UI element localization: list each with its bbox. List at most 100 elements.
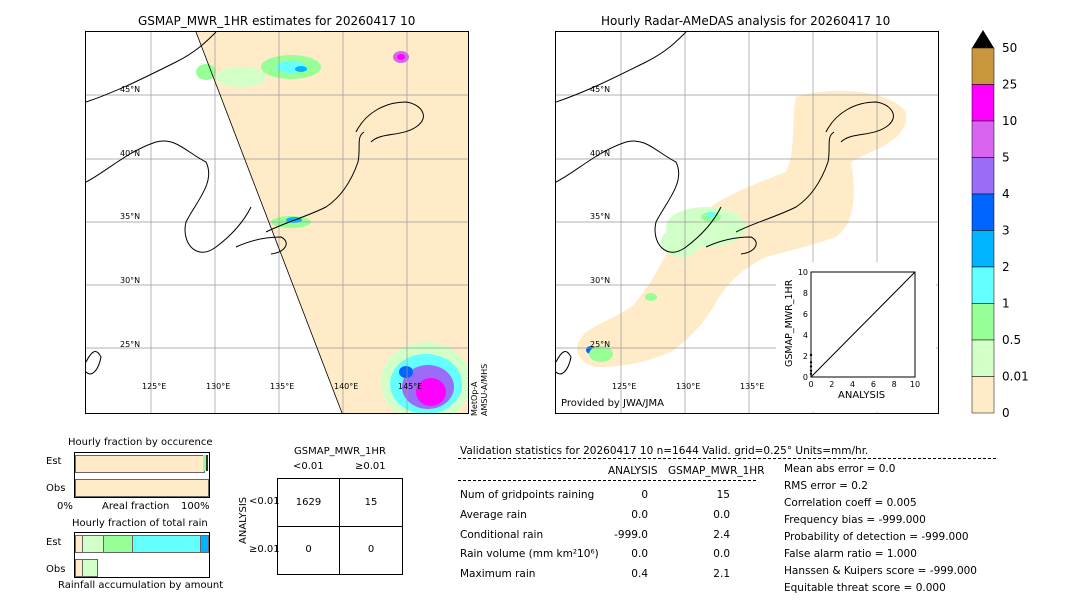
occurrence-est-label: Est <box>46 456 62 467</box>
colorbar-tick-label: 25 <box>1002 78 1017 92</box>
validation-row-analysis: 0.0 <box>631 548 648 560</box>
contingency-cell-3: 0 <box>305 544 312 555</box>
scatter-ytick: 2 <box>803 352 808 361</box>
scatter-xtick: 2 <box>829 380 834 389</box>
scatter-inset: 0 0 2 2 4 4 6 6 8 8 10 10 GSMAP_MWR_1HR ANALYSIS <box>776 262 936 412</box>
rain-fraction-chart <box>74 532 210 578</box>
right-map: 45°N 40°N 35°N 30°N 25°N 125°E 130°E 135… <box>555 31 939 414</box>
contingency-col1: <0.01 <box>293 461 324 472</box>
scatter-xtick: 10 <box>910 380 920 389</box>
contingency-cell-2: 15 <box>364 497 378 508</box>
right-lat-30: 30°N <box>590 276 611 285</box>
contingency-row2: ≥0.01 <box>249 544 280 555</box>
right-map-canvas <box>556 32 938 413</box>
right-map-title: Hourly Radar-AMeDAS analysis for 2026041… <box>601 14 891 28</box>
validation-header: Validation statistics for 20260417 10 n=… <box>460 445 869 457</box>
colorbar-tick-label: 4 <box>1002 187 1010 201</box>
scatter-xtick: 8 <box>892 380 897 389</box>
scatter-plot: 00 2 2 4 4 6 6 8 8 10 10 <box>798 268 920 389</box>
occurrence-chart <box>74 452 210 498</box>
left-lat-40: 40°N <box>120 149 141 158</box>
contingency-row1: <0.01 <box>249 496 280 507</box>
rain-est-seg-2 <box>82 535 104 553</box>
colorbar-tick-label: 50 <box>1002 41 1017 55</box>
right-lat-40: 40°N <box>590 149 611 158</box>
rain-est-label: Est <box>46 537 62 548</box>
scatter-point <box>809 369 813 372</box>
right-lon-130: 130°E <box>676 382 701 391</box>
contingency-row-axis: ANALYSIS <box>238 496 249 544</box>
score-freq-bias: Frequency bias = -999.000 <box>784 514 926 526</box>
left-lat-25: 25°N <box>120 340 141 349</box>
colorbar-tick-label: 0.01 <box>1002 370 1029 384</box>
left-lon-145: 145°E <box>398 382 423 391</box>
left-lon-125: 125°E <box>142 382 167 391</box>
left-map-side-label-1: MetOp-A <box>470 381 479 416</box>
score-rmse: RMS error = 0.2 <box>784 480 868 492</box>
rain-est-seg-5 <box>200 535 209 553</box>
colorbar-tick-label: 2 <box>1002 260 1010 274</box>
left-lat-45: 45°N <box>120 85 141 94</box>
scatter-point <box>809 353 813 357</box>
right-lat-45: 45°N <box>590 85 611 94</box>
contingency-cell-4: 0 <box>367 544 375 555</box>
scatter-ytick: 10 <box>798 268 808 277</box>
validation-row-gsmap: 2.1 <box>713 568 730 580</box>
contingency-title: GSMAP_MWR_1HR <box>294 446 386 457</box>
validation-row-label: Num of gridpoints raining <box>460 489 595 501</box>
right-lat-35: 35°N <box>590 212 611 221</box>
left-lon-130: 130°E <box>206 382 231 391</box>
left-map-side-label-2: AMSU-A/MHS <box>480 363 489 416</box>
validation-row-analysis: 0.0 <box>631 509 648 521</box>
scatter-ytick: 0 <box>803 373 808 382</box>
scatter-xtick: 6 <box>871 380 876 389</box>
validation-row-label: Maximum rain <box>460 568 536 580</box>
occurrence-axis-left: 0% <box>57 501 73 512</box>
right-lat-25: 25°N <box>590 340 611 349</box>
colorbar-graphic: 50 25 10 5 4 3 2 1 0.5 0.01 0 <box>971 30 1029 420</box>
validation-row-gsmap: 0.0 <box>713 548 730 560</box>
contingency-grid: 1629 15 0 0 <box>277 478 403 575</box>
colorbar-tick-label: 1 <box>1002 297 1010 311</box>
occurrence-obs-bar <box>75 479 209 497</box>
colorbar-swatch <box>971 193 995 231</box>
validation-col-gsmap: GSMAP_MWR_1HR <box>668 465 765 477</box>
colorbar-swatch <box>971 157 995 195</box>
occurrence-est-bar-rain-2 <box>206 455 208 471</box>
scatter-ytick: 6 <box>803 310 808 319</box>
occurrence-axis-mid: Areal fraction <box>102 501 170 512</box>
rain-fraction-footer: Rainfall accumulation by amount <box>58 580 224 591</box>
scatter-point <box>809 365 813 368</box>
validation-row-gsmap: 0.0 <box>713 509 730 521</box>
validation-col-analysis: ANALYSIS <box>608 465 658 477</box>
validation-row-label: Rain volume (mm km²10⁶) <box>460 548 599 560</box>
contingency-col2: ≥0.01 <box>355 461 386 472</box>
right-map-credit: Provided by JWA/JMA <box>561 398 664 409</box>
left-lat-35: 35°N <box>120 212 141 221</box>
scatter-xlabel: ANALYSIS <box>838 390 886 401</box>
occurrence-title: Hourly fraction by occurence <box>68 437 213 448</box>
validation-row-gsmap: 15 <box>716 489 730 501</box>
scatter-point <box>809 372 813 376</box>
rain-obs-seg-2 <box>82 559 98 577</box>
scatter-xtick: 0 <box>808 380 813 389</box>
left-lat-30: 30°N <box>120 276 141 285</box>
occurrence-axis-right: 100% <box>181 501 210 512</box>
occurrence-obs-label: Obs <box>46 483 66 494</box>
colorbar-swatch <box>971 230 995 268</box>
right-lon-135: 135°E <box>740 382 765 391</box>
rain-fraction-title: Hourly fraction of total rain <box>72 518 208 529</box>
contingency-cell-1: 1629 <box>295 497 322 508</box>
left-lon-140: 140°E <box>334 382 359 391</box>
occurrence-est-bar-rain <box>203 455 206 471</box>
validation-row-analysis: 0 <box>641 489 648 501</box>
validation-col-rule <box>458 480 756 481</box>
score-corr: Correlation coeff = 0.005 <box>784 497 917 509</box>
scatter-ytick: 8 <box>803 289 808 298</box>
score-ets: Equitable threat score = 0.000 <box>784 582 946 594</box>
validation-row-analysis: -999.0 <box>614 529 648 541</box>
score-pod: Probability of detection = -999.000 <box>784 531 969 543</box>
colorbar-swatch <box>971 376 995 414</box>
colorbar-tick-label: 0 <box>1002 406 1010 418</box>
scatter-ylabel: GSMAP_MWR_1HR <box>784 279 795 367</box>
